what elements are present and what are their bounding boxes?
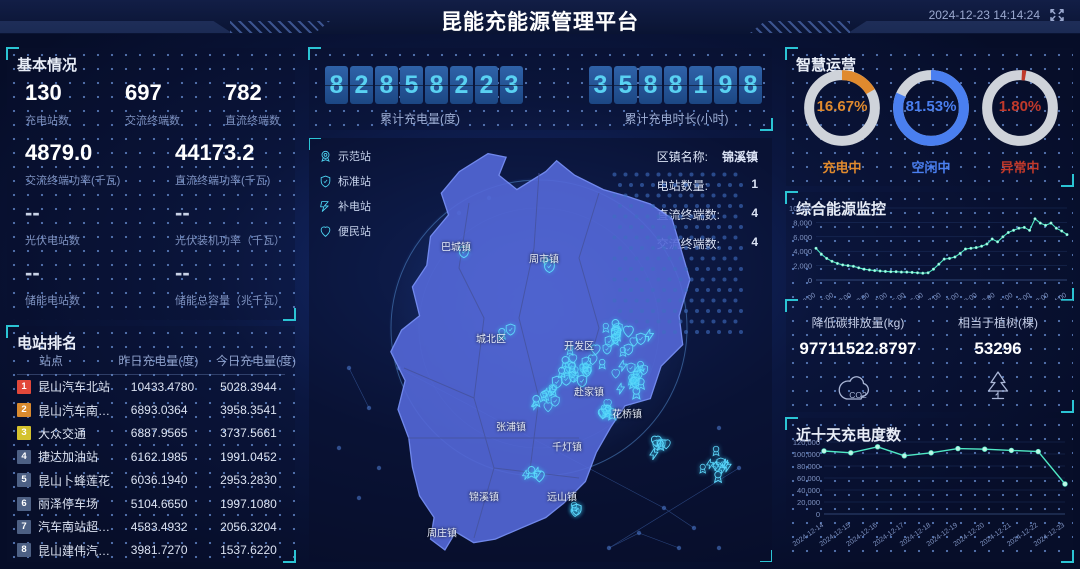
svg-text:6,000: 6,000 xyxy=(793,233,812,242)
svg-text:20,000: 20,000 xyxy=(797,498,820,507)
svg-text:02:00: 02:00 xyxy=(835,292,853,300)
svg-text:40,000: 40,000 xyxy=(797,486,820,495)
svg-text:00:00: 00:00 xyxy=(799,292,817,300)
svg-text:0: 0 xyxy=(816,510,820,519)
svg-text:10,000: 10,000 xyxy=(789,204,812,213)
svg-text:0: 0 xyxy=(808,276,812,285)
svg-text:07:00: 07:00 xyxy=(924,292,942,300)
svg-text:09:00: 09:00 xyxy=(960,292,978,300)
svg-text:13:00: 13:00 xyxy=(1032,292,1050,300)
svg-text:120,000: 120,000 xyxy=(793,438,820,447)
svg-text:2,000: 2,000 xyxy=(793,262,812,271)
svg-text:03:00: 03:00 xyxy=(853,292,871,300)
svg-text:06:00: 06:00 xyxy=(906,292,924,300)
svg-text:10:00: 10:00 xyxy=(978,292,996,300)
svg-text:05:00: 05:00 xyxy=(888,292,906,300)
svg-text:12:00: 12:00 xyxy=(1014,292,1032,300)
svg-text:11:00: 11:00 xyxy=(996,292,1014,300)
svg-text:8,000: 8,000 xyxy=(793,218,812,227)
svg-text:100,000: 100,000 xyxy=(793,450,820,459)
svg-text:01:00: 01:00 xyxy=(817,292,835,300)
svg-text:60,000: 60,000 xyxy=(797,474,820,483)
svg-text:CO2: CO2 xyxy=(849,390,867,400)
svg-text:4,000: 4,000 xyxy=(793,247,812,256)
svg-text:80,000: 80,000 xyxy=(797,462,820,471)
svg-text:04:00: 04:00 xyxy=(870,292,888,300)
svg-text:08:00: 08:00 xyxy=(942,292,960,300)
svg-text:14:00: 14:00 xyxy=(1050,292,1068,300)
